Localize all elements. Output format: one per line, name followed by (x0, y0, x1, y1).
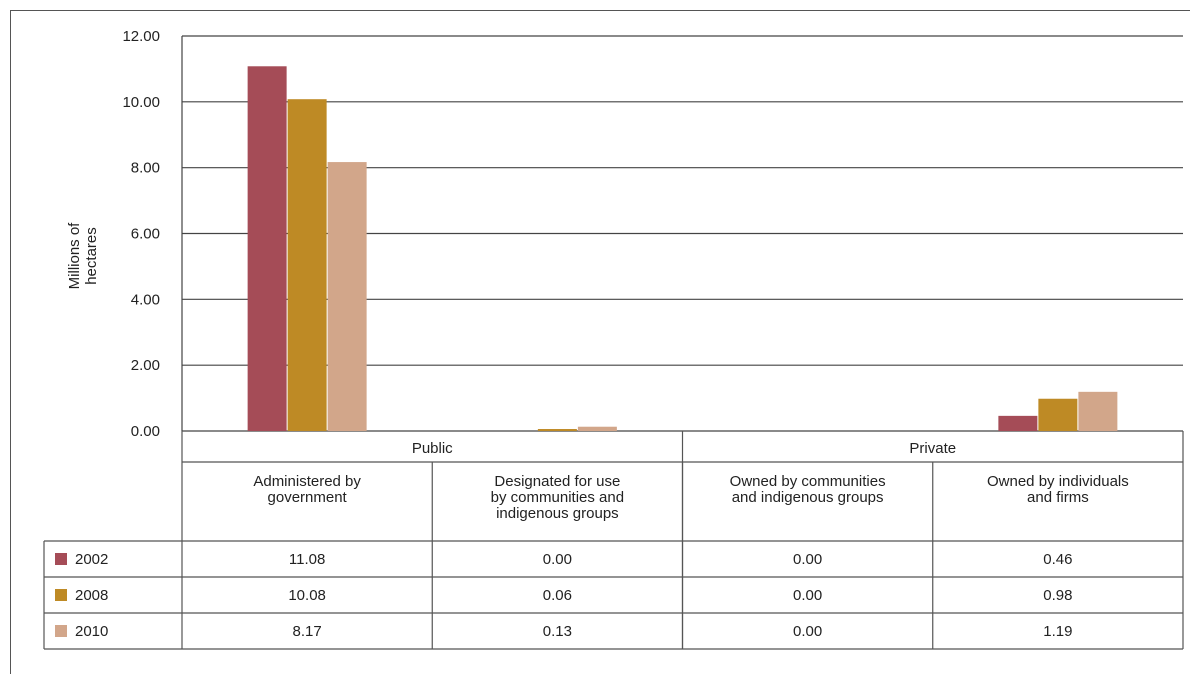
chart-frame (10, 10, 1190, 674)
data-label: 10.08 (288, 587, 326, 604)
data-label: 0.00 (793, 587, 822, 604)
data-label: 0.00 (793, 551, 822, 568)
y-tick-label: 8.00 (131, 160, 160, 177)
data-label: 0.98 (1043, 587, 1072, 604)
category-label: Owned by communities (730, 473, 886, 490)
data-label: 8.17 (293, 623, 322, 640)
bar-2008-3 (1038, 398, 1078, 431)
bar-2010-0 (327, 162, 367, 431)
data-label: 0.13 (543, 623, 572, 640)
category-label: and firms (1027, 489, 1089, 506)
data-label: 0.06 (543, 587, 572, 604)
category-label: indigenous groups (496, 505, 619, 522)
y-tick-label: 0.00 (131, 423, 160, 440)
legend-swatch-2008 (55, 589, 67, 601)
category-label: government (268, 489, 348, 506)
bar-2002-3 (998, 415, 1038, 431)
category-label: Administered by (253, 473, 361, 490)
category-label: Designated for use (494, 473, 620, 490)
legend-label: 2002 (75, 551, 108, 568)
bar-2010-1 (577, 426, 617, 431)
category-label: by communities and (491, 489, 624, 506)
group-label: Private (909, 440, 956, 457)
bar-2002-0 (247, 66, 287, 432)
group-label: Public (412, 440, 453, 457)
y-tick-label: 2.00 (131, 357, 160, 374)
bar-2010-3 (1078, 391, 1118, 431)
y-tick-label: 10.00 (122, 94, 160, 111)
legend-label: 2010 (75, 623, 108, 640)
category-label: Owned by individuals (987, 473, 1129, 490)
legend-label: 2008 (75, 587, 108, 604)
legend-swatch-2002 (55, 553, 67, 565)
data-label: 11.08 (289, 551, 325, 568)
y-tick-label: 6.00 (131, 226, 160, 243)
legend-swatch-2010 (55, 625, 67, 637)
bar-2008-1 (537, 429, 577, 431)
bar-2008-0 (287, 99, 327, 431)
data-label: 0.46 (1043, 551, 1072, 568)
y-tick-label: 12.00 (122, 28, 160, 45)
category-label: and indigenous groups (732, 489, 884, 506)
y-tick-label: 4.00 (131, 291, 160, 308)
data-label: 0.00 (793, 623, 822, 640)
data-label: 1.19 (1043, 623, 1072, 640)
data-label: 0.00 (543, 551, 572, 568)
